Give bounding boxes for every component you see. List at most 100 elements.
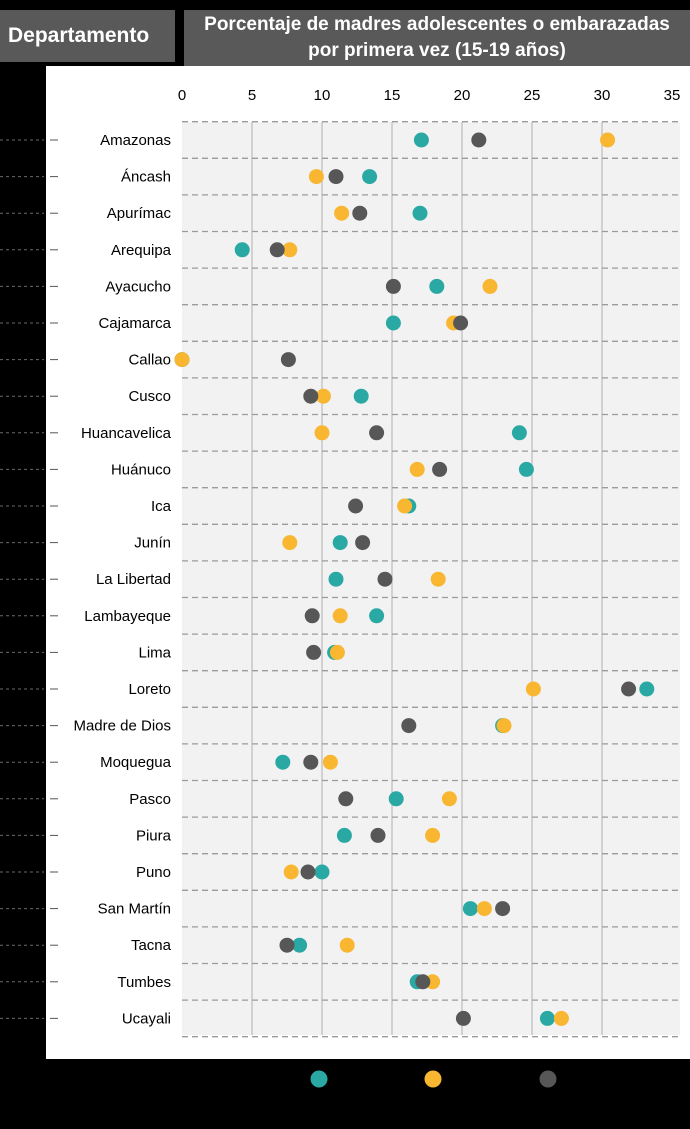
data-point-series-3 — [306, 644, 322, 660]
data-point-series-2 — [332, 608, 348, 624]
data-point-series-1 — [332, 535, 348, 551]
data-point-series-1 — [413, 132, 429, 148]
data-point-series-3 — [338, 791, 354, 807]
data-point-series-2 — [315, 388, 331, 404]
data-point-series-2 — [308, 169, 324, 185]
category-label: Áncash — [121, 169, 171, 186]
data-point-series-3 — [352, 205, 368, 221]
data-point-series-1 — [412, 205, 428, 221]
data-point-series-1 — [388, 791, 404, 807]
chart-title: Porcentaje de madres adolescentes o emba… — [204, 14, 670, 61]
category-label: Huancavelica — [81, 425, 172, 442]
data-point-series-1 — [518, 461, 534, 477]
data-point-series-3 — [471, 132, 487, 148]
legend-marker-series-3 — [539, 1070, 557, 1088]
data-point-series-2 — [282, 242, 298, 258]
category-label: Huánuco — [111, 461, 171, 478]
data-point-series-1 — [511, 425, 527, 441]
category-label: Madre de Dios — [73, 718, 171, 735]
data-point-series-3 — [328, 169, 344, 185]
data-point-series-2 — [334, 205, 350, 221]
category-label: Tacna — [131, 937, 172, 954]
category-label: Lima — [138, 644, 171, 661]
data-point-series-3 — [401, 718, 417, 734]
x-tick-label: 20 — [454, 87, 471, 104]
category-label: Loreto — [128, 681, 171, 698]
category-label: Pasco — [129, 791, 171, 808]
data-point-series-3 — [279, 937, 295, 953]
data-point-series-1 — [539, 1010, 555, 1026]
data-point-series-1 — [292, 937, 308, 953]
data-point-series-2 — [476, 901, 492, 917]
data-point-series-3 — [280, 352, 296, 368]
x-tick-label: 0 — [178, 87, 186, 104]
data-point-series-2 — [553, 1010, 569, 1026]
data-point-series-3 — [453, 315, 469, 331]
data-point-series-2 — [482, 278, 498, 294]
data-point-series-3 — [495, 901, 511, 917]
category-label: Apurímac — [107, 205, 172, 222]
data-point-series-1 — [385, 315, 401, 331]
legend-marker-series-1 — [310, 1070, 328, 1088]
data-point-series-1 — [639, 681, 655, 697]
category-label: Cusco — [128, 388, 171, 405]
data-point-series-1 — [328, 571, 344, 587]
data-point-series-2 — [174, 352, 190, 368]
data-point-series-3 — [385, 278, 401, 294]
data-point-series-2 — [600, 132, 616, 148]
data-point-series-1 — [462, 901, 478, 917]
category-label: San Martín — [98, 901, 171, 918]
x-tick-label: 15 — [384, 87, 401, 104]
data-point-series-3 — [355, 535, 371, 551]
x-tick-label: 30 — [594, 87, 611, 104]
data-point-series-1 — [362, 169, 378, 185]
x-tick-label: 10 — [314, 87, 331, 104]
data-point-series-2 — [329, 644, 345, 660]
category-label: Tumbes — [117, 974, 171, 991]
category-label: Ica — [151, 498, 172, 515]
data-point-series-2 — [339, 937, 355, 953]
departamento-header: Departamento — [0, 10, 175, 62]
data-point-series-3 — [415, 974, 431, 990]
data-point-series-2 — [282, 535, 298, 551]
x-tick-label: 5 — [248, 87, 256, 104]
category-label: Amazonas — [100, 132, 171, 149]
category-label: Lambayeque — [84, 608, 171, 625]
data-point-series-1 — [429, 278, 445, 294]
data-point-series-3 — [303, 388, 319, 404]
data-point-series-3 — [369, 425, 385, 441]
category-label: Ayacucho — [105, 278, 171, 295]
category-label: Junín — [134, 535, 171, 552]
data-point-series-3 — [455, 1010, 471, 1026]
data-point-series-2 — [525, 681, 541, 697]
data-point-series-2 — [322, 754, 338, 770]
category-label: La Libertad — [96, 571, 171, 588]
data-point-series-3 — [348, 498, 364, 514]
category-label: Moquegua — [100, 754, 172, 771]
data-point-series-3 — [377, 571, 393, 587]
data-point-series-2 — [409, 461, 425, 477]
data-point-series-1 — [353, 388, 369, 404]
data-point-series-3 — [432, 461, 448, 477]
category-label: Arequipa — [111, 242, 172, 259]
data-point-series-2 — [430, 571, 446, 587]
data-point-series-3 — [304, 608, 320, 624]
category-label: Cajamarca — [98, 315, 171, 332]
data-point-series-2 — [441, 791, 457, 807]
data-point-series-3 — [621, 681, 637, 697]
departamento-label: Departamento — [8, 24, 150, 47]
chart-title-box: Porcentaje de madres adolescentes o emba… — [184, 10, 690, 66]
category-label: Ucayali — [122, 1010, 171, 1027]
category-label: Callao — [128, 352, 171, 369]
data-point-series-3 — [300, 864, 316, 880]
data-point-series-2 — [425, 827, 441, 843]
data-point-series-2 — [314, 425, 330, 441]
data-point-series-3 — [269, 242, 285, 258]
data-point-series-1 — [275, 754, 291, 770]
x-tick-label: 25 — [524, 87, 541, 104]
data-point-series-3 — [303, 754, 319, 770]
category-label: Piura — [136, 827, 172, 844]
data-point-series-1 — [314, 864, 330, 880]
legend-marker-series-2 — [424, 1070, 442, 1088]
